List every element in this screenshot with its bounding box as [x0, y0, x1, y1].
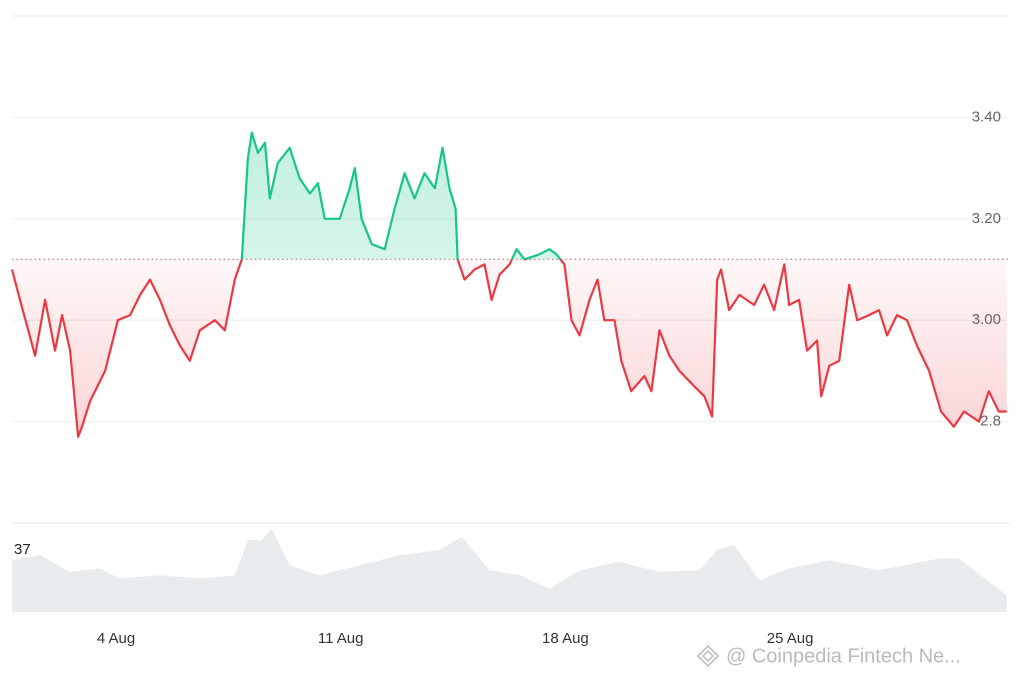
- watermark: @ Coinpedia Fintech Ne...: [696, 644, 961, 668]
- volume-area: [12, 528, 1007, 612]
- watermark-text: @ Coinpedia Fintech Ne...: [726, 645, 961, 667]
- price-line: [10, 131, 1007, 438]
- x-tick-label: 11 Aug: [318, 630, 364, 647]
- y-tick-label: 3.40: [972, 108, 1001, 125]
- x-tick-label: 4 Aug: [97, 630, 135, 647]
- y-tick-label: 3.20: [972, 210, 1001, 227]
- x-tick-label: 18 Aug: [542, 630, 589, 647]
- y-tick-label: 2.8: [980, 413, 1001, 430]
- x-tick-label: 25 Aug: [767, 630, 814, 647]
- volume-tick-label: 37: [14, 541, 31, 558]
- price-area: [12, 132, 1007, 437]
- watermark-icon: [696, 644, 720, 668]
